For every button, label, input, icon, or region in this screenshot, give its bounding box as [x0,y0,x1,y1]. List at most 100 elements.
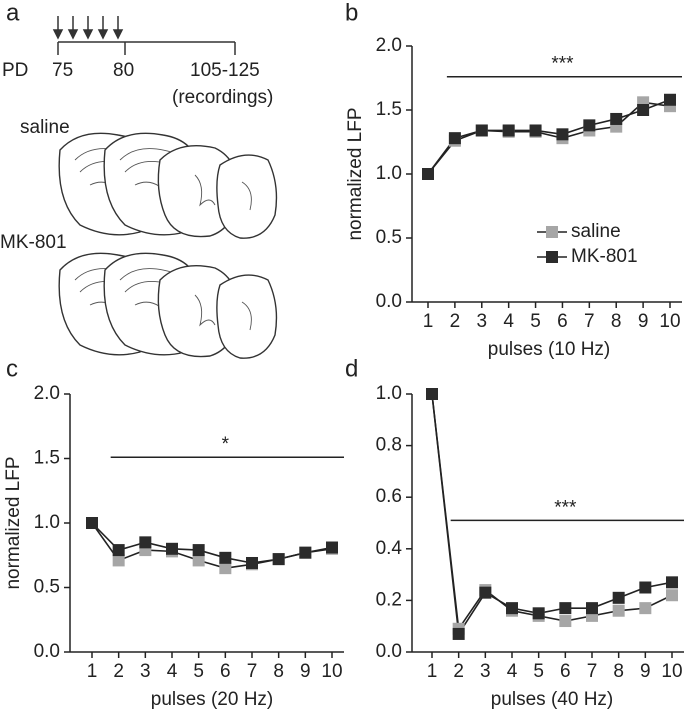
marker [502,124,515,137]
x-tick-label: 9 [640,661,651,682]
legend-marker [546,226,558,238]
series-line [431,393,673,631]
y-tick-label: 1.5 [34,448,60,469]
timeline [52,16,236,55]
marker [556,128,569,141]
x-tick-label: 4 [507,661,518,682]
marker [583,119,596,132]
y-tick-label: 1.0 [376,163,402,184]
timeline-tick: 105-125 [190,60,260,81]
y-tick-label: 0.2 [376,589,402,610]
x-tick-label: 1 [87,661,98,682]
marker [586,602,598,615]
y-tick-label: 0.0 [376,641,402,662]
y-tick-label: 0.5 [376,227,402,248]
y-axis-label: normalized LFP [3,456,24,589]
x-tick-label: 4 [167,661,178,682]
series-line [431,393,673,637]
significance-label: * [222,434,230,455]
y-tick-label: 0.4 [376,538,403,559]
series-line [91,522,333,569]
x-tick-label: 2 [450,311,461,332]
marker [612,604,625,617]
x-tick-label: 8 [273,661,284,682]
marker [532,607,545,620]
group-label: saline [20,117,70,138]
marker [559,615,572,628]
y-tick-label: 0.8 [376,435,402,456]
x-tick-label: 1 [423,311,434,332]
y-tick-label: 1.0 [34,512,60,533]
group-label: MK-801 [0,232,67,253]
marker [452,627,465,640]
x-tick-label: 3 [476,311,487,332]
x-tick-label: 6 [557,311,568,332]
marker [475,124,488,137]
panel-label: c [6,355,18,382]
marker [299,546,312,559]
series-line [91,522,333,564]
x-axis-label: pulses (40 Hz) [491,689,614,710]
legend-marker [546,251,558,263]
y-tick-label: 0.5 [34,577,60,598]
marker [192,544,205,557]
marker [166,542,178,555]
x-tick-label: 7 [247,661,258,682]
marker [426,388,438,400]
y-tick-label: 0.0 [34,641,60,662]
timeline-label: PD [2,60,28,81]
marker [529,124,542,137]
y-axis-label: normalized LFP [345,107,366,240]
marker [219,551,232,564]
timeline-tick: 80 [113,60,134,81]
marker [86,517,98,529]
x-tick-label: 2 [113,661,124,682]
marker [506,602,518,615]
significance-label: *** [551,54,574,75]
y-tick-label: 2.0 [376,35,402,56]
marker [448,132,461,145]
marker [112,554,125,567]
marker [559,602,572,615]
brain-sections [58,132,278,359]
x-tick-label: 7 [587,661,598,682]
marker [422,168,434,180]
x-tick-label: 7 [584,311,595,332]
x-tick-label: 6 [220,661,231,682]
x-tick-label: 10 [661,661,682,682]
x-tick-label: 2 [453,661,464,682]
x-tick-label: 9 [638,311,649,332]
marker [612,591,625,604]
x-tick-label: 5 [193,661,204,682]
marker [479,586,492,599]
marker [272,553,285,566]
y-tick-label: 1.5 [376,99,402,120]
x-tick-label: 3 [140,661,151,682]
panel-label: b [345,0,358,26]
x-tick-label: 10 [659,311,680,332]
marker [610,112,623,125]
x-tick-label: 9 [300,661,311,682]
x-tick-label: 5 [533,661,544,682]
y-tick-label: 0.6 [376,486,402,507]
x-tick-label: 4 [503,311,514,332]
series-line [427,99,671,175]
significance-label: *** [554,497,577,518]
legend-label: saline [571,221,621,242]
marker [639,602,652,615]
x-axis-label: pulses (20 Hz) [151,689,274,710]
recordings-note: (recordings) [172,87,273,108]
y-tick-label: 2.0 [34,383,60,404]
x-tick-label: 3 [480,661,491,682]
panel-label: d [345,355,358,382]
x-tick-label: 10 [321,661,342,682]
panel-label: a [6,0,20,26]
x-tick-label: 5 [530,311,541,332]
x-tick-label: 1 [427,661,438,682]
marker [246,556,258,569]
marker [637,104,650,116]
y-tick-label: 0.0 [376,291,402,312]
x-tick-label: 8 [611,311,622,332]
marker [666,589,678,602]
timeline-tick: 75 [52,60,73,81]
